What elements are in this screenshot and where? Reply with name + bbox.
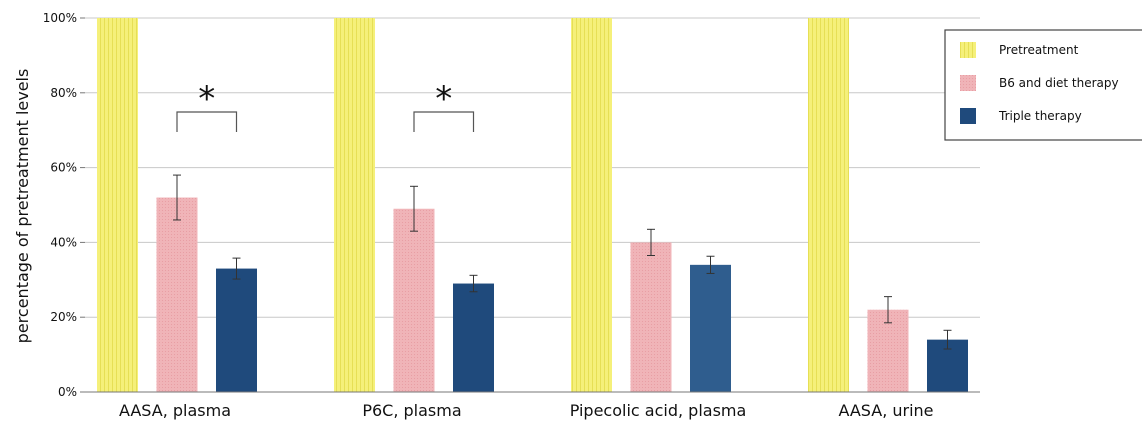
legend-label: B6 and diet therapy [999,76,1119,90]
bar [393,208,435,392]
y-tick-label: 60% [50,161,77,175]
significance-star: * [198,79,215,119]
bar [97,18,138,392]
y-axis-ticks: 0% 20% 40% 60% 80% 100% [43,11,85,399]
bar [216,268,257,392]
x-category-label: Pipecolic acid, plasma [570,401,747,420]
legend-label: Triple therapy [998,109,1082,123]
bar [156,197,198,392]
significance-markers: * * [176,79,475,132]
bar [571,18,612,392]
y-axis-label: percentage of pretreatment levels [13,69,32,344]
legend-box [944,29,1142,141]
y-tick-label: 100% [43,11,77,25]
bars [97,18,968,392]
x-category-label: AASA, plasma [119,401,231,420]
bar [867,309,909,392]
significance-bracket [176,111,238,132]
legend-swatch [960,42,976,58]
legend-label: Pretreatment [999,43,1079,57]
bar [690,264,731,392]
y-tick-label: 80% [50,86,77,100]
y-tick-label: 0% [58,385,77,399]
x-category-label: AASA, urine [838,401,933,420]
bar [630,242,672,392]
legend: Pretreatment B6 and diet therapy Triple th… [944,29,1142,141]
x-axis-categories: AASA, plasma P6C, plasma Pipecolic acid, p… [119,401,934,420]
legend-swatch [960,75,976,91]
y-tick-label: 20% [50,310,77,324]
bar [808,18,849,392]
legend-swatch [960,108,976,124]
significance-star: * [435,79,452,119]
y-tick-label: 40% [50,235,77,249]
x-category-label: P6C, plasma [362,401,461,420]
significance-bracket [413,111,475,132]
bar [334,18,375,392]
bar [453,283,494,392]
error-bars [173,174,952,350]
